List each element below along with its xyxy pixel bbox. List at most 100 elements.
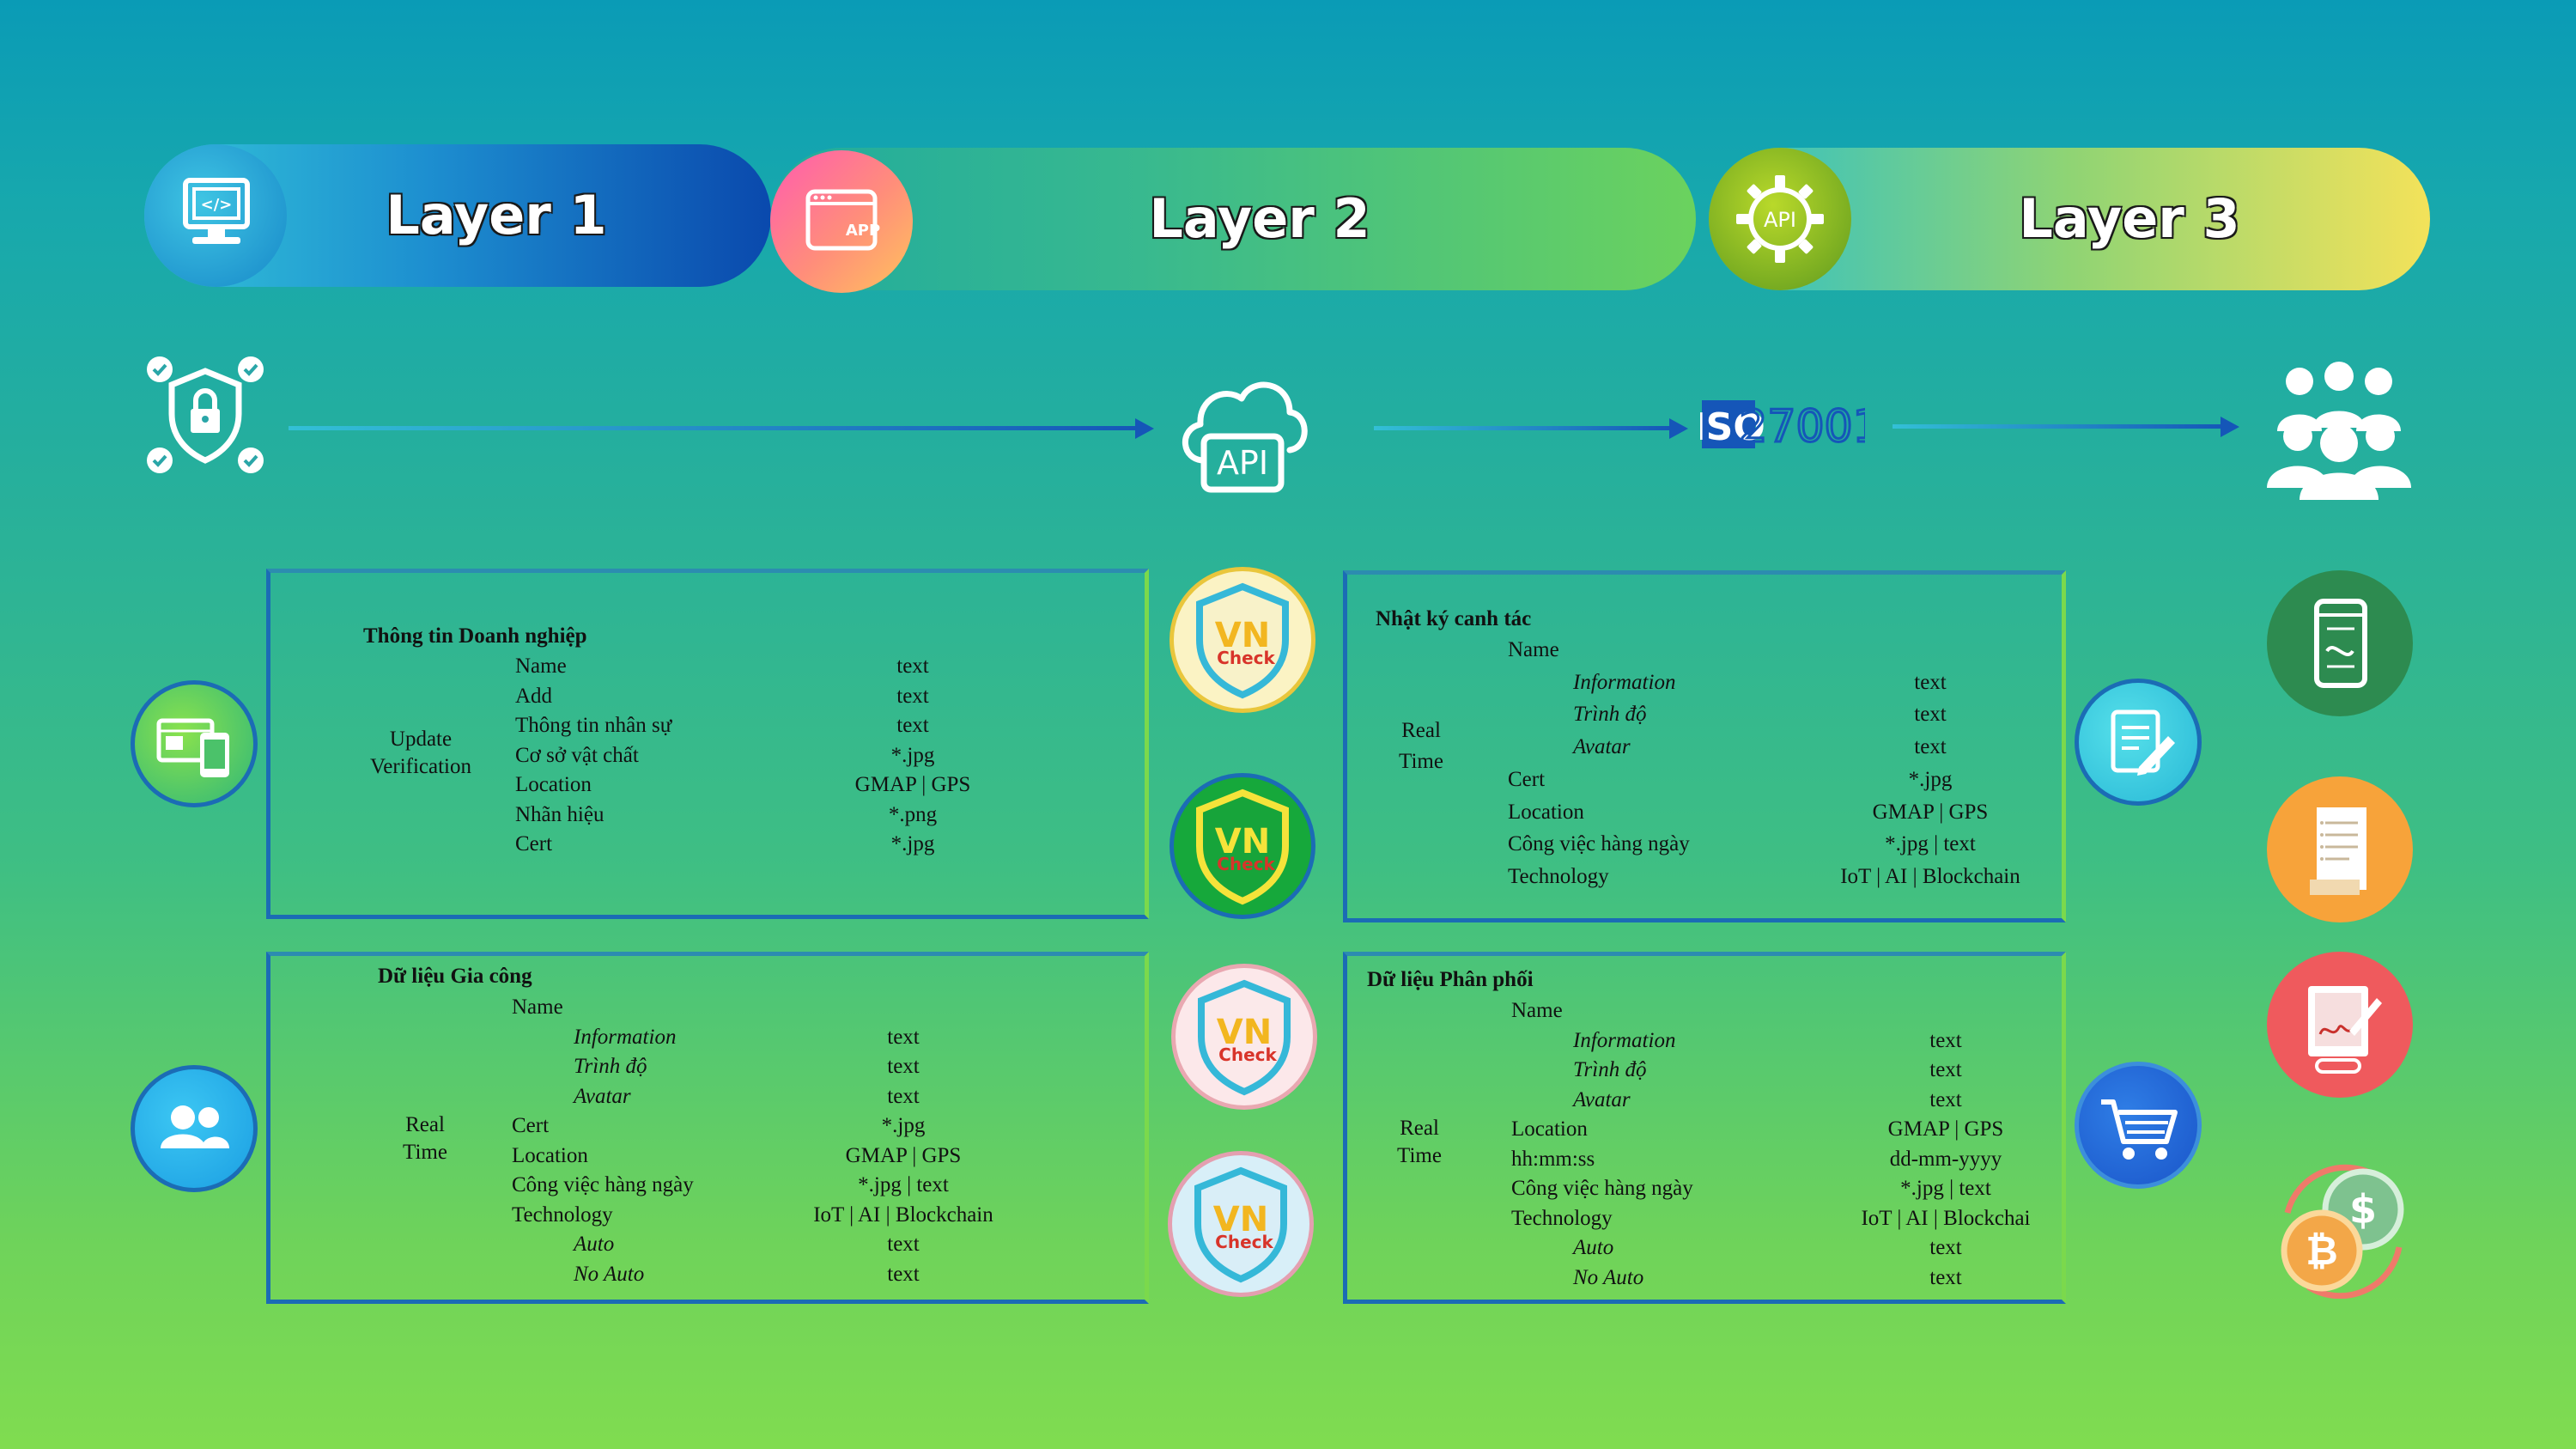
- box3-row-type: *.jpg | text: [1885, 832, 1976, 856]
- box3-side-label-1: Real: [1401, 719, 1441, 742]
- svg-text:Check: Check: [1215, 1232, 1273, 1252]
- layer-1-title: Layer 1: [386, 184, 607, 247]
- box4-row-type: dd-mm-yyyy: [1889, 1147, 2002, 1171]
- box4-row-field: Công việc hàng ngày: [1511, 1177, 1693, 1200]
- shopping-cart-icon: [2075, 1062, 2202, 1189]
- box2-row-field: Avatar: [574, 1084, 631, 1108]
- box4-row-type: text: [1929, 1265, 1962, 1289]
- box2-title: Dữ liệu Gia công: [378, 965, 532, 988]
- box1-row-field: Cert: [515, 832, 553, 855]
- box2-row-field: Location: [512, 1143, 588, 1167]
- signature-tablet-icon: [2267, 952, 2413, 1098]
- svg-text:API: API: [1217, 444, 1268, 482]
- box1-row-field: Thông tin nhân sự: [515, 714, 672, 737]
- box4-row-type: text: [1929, 1087, 1962, 1111]
- svg-text:API: API: [1764, 208, 1796, 232]
- svg-text:VN: VN: [1217, 1013, 1272, 1052]
- box2-row-type: text: [887, 1262, 920, 1286]
- box4-row-type: text: [1929, 1028, 1962, 1052]
- box-distribution-data: [1343, 952, 2066, 1304]
- flow-arrow-1: [289, 426, 1140, 430]
- api-gear-icon: API: [1709, 148, 1851, 290]
- id-card-mobile-icon: [131, 680, 258, 807]
- box3-row-type: IoT | AI | Blockchain: [1840, 864, 2020, 888]
- box2-row-field: Name: [512, 995, 563, 1019]
- box3-row-type: *.jpg: [1908, 767, 1953, 791]
- users-icon: [131, 1065, 258, 1192]
- box1-row-field: Nhãn hiệu: [515, 802, 605, 826]
- box4-row-type: GMAP | GPS: [1887, 1117, 2004, 1141]
- box4-row-type: IoT | AI | Blockchai: [1861, 1206, 2031, 1230]
- flow-arrow-2-head: [1669, 418, 1688, 439]
- box4-row-field: hh:mm:ss: [1511, 1147, 1595, 1171]
- flow-arrow-2: [1374, 426, 1674, 430]
- box3-row-field: Avatar: [1573, 735, 1631, 759]
- box2-side-label-2: Time: [403, 1141, 447, 1164]
- box2-row-type: *.jpg: [881, 1114, 926, 1137]
- box4-row-field: Trình độ: [1573, 1058, 1647, 1081]
- svg-text:VN: VN: [1213, 1200, 1268, 1239]
- box4-row-field: Auto: [1573, 1236, 1614, 1259]
- crypto-coins-icon: $ ₿: [2267, 1161, 2418, 1300]
- svg-text:APP: APP: [846, 222, 880, 240]
- layer-3-title: Layer 3: [2019, 187, 2240, 250]
- box3-title: Nhật ký canh tác: [1376, 607, 1532, 630]
- box3-row-field: Công việc hàng ngày: [1508, 832, 1690, 856]
- box2-row-field: Information: [574, 1025, 677, 1049]
- box1-row-type: *.jpg: [890, 743, 935, 767]
- box3-row-field: Technology: [1508, 864, 1609, 888]
- box2-side-label-1: Real: [405, 1113, 445, 1136]
- box2-row-type: text: [887, 1084, 920, 1108]
- box1-row-field: Add: [515, 684, 553, 708]
- svg-text:Check: Check: [1218, 1044, 1277, 1065]
- box4-side-label-1: Real: [1400, 1117, 1439, 1140]
- box3-row-field: Cert: [1508, 767, 1546, 791]
- box1-side-label-2: Verification: [369, 755, 471, 778]
- notepad-pen-icon: [2075, 679, 2202, 806]
- iso-27001-icon: ISO 27001: [1692, 397, 1882, 454]
- box2-row-type: text: [887, 1233, 920, 1256]
- vncheck-badge-3: VN Check: [1171, 964, 1317, 1110]
- box4-row-field: Name: [1511, 999, 1563, 1022]
- box3-row-type: text: [1914, 735, 1947, 759]
- box4-row-type: *.jpg | text: [1900, 1177, 1991, 1200]
- box4-row-type: text: [1929, 1236, 1962, 1259]
- box1-row-field: Name: [515, 654, 567, 678]
- flow-arrow-3: [1893, 424, 2226, 429]
- layer-2-pill: Layer 2: [770, 148, 1696, 290]
- box4-row-field: Information: [1573, 1028, 1676, 1052]
- api-cloud-icon: API: [1170, 357, 1315, 503]
- box-processing-data: [266, 952, 1149, 1304]
- svg-text:VN: VN: [1215, 822, 1270, 861]
- app-window-icon: APP: [770, 150, 913, 293]
- box4-side-label-2: Time: [1397, 1144, 1442, 1167]
- box4-title: Dữ liệu Phân phối: [1367, 968, 1534, 991]
- security-lock-icon: [143, 352, 268, 478]
- box4-row-field: Technology: [1511, 1206, 1613, 1230]
- box4-row-type: text: [1929, 1058, 1962, 1081]
- box1-row-type: text: [896, 654, 929, 678]
- svg-text:₿: ₿: [2306, 1227, 2338, 1274]
- box1-row-type: GMAP | GPS: [854, 773, 971, 796]
- box3-side-label-2: Time: [1399, 750, 1443, 773]
- box2-row-field: Technology: [512, 1202, 613, 1227]
- box3-row-type: text: [1914, 670, 1947, 694]
- box3-row-field: Trình độ: [1573, 703, 1647, 727]
- box1-row-type: *.png: [888, 802, 938, 826]
- box-business-info: [266, 569, 1149, 919]
- box-farming-log: [1343, 570, 2066, 922]
- box4-row-field: Avatar: [1573, 1087, 1631, 1111]
- box1-title: Thông tin Doanh nghiệp: [363, 624, 587, 648]
- box3-row-field: Location: [1508, 800, 1584, 824]
- svg-text:Check: Check: [1217, 648, 1275, 668]
- box1-row-type: *.jpg: [890, 832, 935, 855]
- box2-row-type: IoT | AI | Blockchain: [813, 1202, 993, 1227]
- svg-text:VN: VN: [1215, 616, 1270, 655]
- flow-arrow-3-head: [2221, 417, 2239, 437]
- users-group-icon: [2263, 359, 2415, 500]
- box1-row-field: Cơ sở vật chất: [515, 743, 639, 767]
- svg-text:Check: Check: [1217, 854, 1275, 874]
- svg-text:</>: </>: [201, 196, 233, 214]
- box3-row-type: GMAP | GPS: [1872, 800, 1989, 824]
